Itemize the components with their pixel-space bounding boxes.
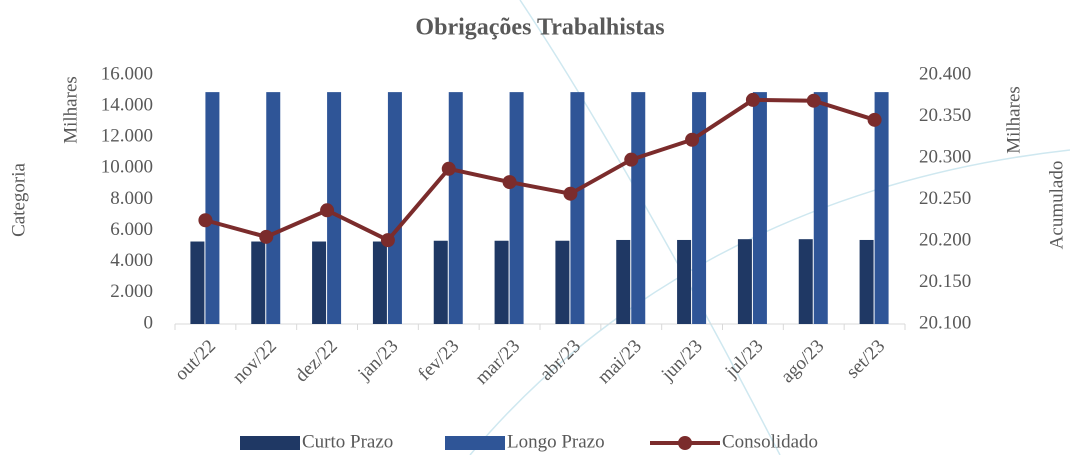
bar xyxy=(509,92,524,325)
line xyxy=(204,97,876,243)
y2-tick-label: 20.150 xyxy=(919,271,971,292)
legend-swatch xyxy=(678,436,692,450)
bar xyxy=(494,240,509,324)
line-marker xyxy=(259,229,274,244)
chart-title: Obrigações Trabalhistas xyxy=(415,15,664,41)
x-axis-label: Categoria xyxy=(8,163,29,237)
line-marker xyxy=(806,93,821,108)
x-tick-label: out/22 xyxy=(171,336,220,385)
legend-swatch xyxy=(240,436,300,450)
x-tick-label: jan/23 xyxy=(353,336,402,385)
x-tick-label: jul/23 xyxy=(721,336,768,383)
bar xyxy=(737,239,752,324)
line-marker xyxy=(320,203,335,218)
line-marker xyxy=(624,152,639,167)
x-tick-label: nov/22 xyxy=(229,336,281,388)
legend-label: Curto Prazo xyxy=(302,431,393,452)
y2-axis-label: Milhares xyxy=(1003,86,1024,154)
bar xyxy=(798,239,813,324)
y2-tick-label: 20.250 xyxy=(919,188,971,209)
line-marker xyxy=(685,132,700,147)
bar xyxy=(813,92,828,325)
bar xyxy=(677,239,692,324)
bar xyxy=(327,92,342,325)
bar xyxy=(874,92,889,325)
x-tick-label: jun/23 xyxy=(657,336,707,386)
decor-curve xyxy=(519,0,781,455)
line-marker xyxy=(198,213,213,228)
line-marker xyxy=(502,175,517,190)
bar xyxy=(631,92,646,325)
y2-tick-label: 20.400 xyxy=(919,63,971,84)
bar xyxy=(190,241,205,324)
bar xyxy=(387,92,402,325)
x-tick-label: abr/23 xyxy=(536,336,585,385)
bar xyxy=(555,240,570,324)
y2-tick-label: 20.200 xyxy=(919,229,971,250)
y-tick-label: 4.000 xyxy=(110,250,153,271)
legend-swatch xyxy=(445,436,505,450)
line-marker xyxy=(563,186,578,201)
y-tick-label: 8.000 xyxy=(110,188,153,209)
bar xyxy=(312,241,327,324)
bar xyxy=(859,239,874,324)
bar xyxy=(205,92,220,325)
y-tick-label: 16.000 xyxy=(101,63,153,84)
decor-curve xyxy=(469,149,1070,455)
bar xyxy=(752,92,767,325)
y2-tick-label: 20.300 xyxy=(919,146,971,167)
bar xyxy=(433,240,448,324)
legend-label: Longo Prazo xyxy=(507,431,605,452)
line-marker xyxy=(441,161,456,176)
x-tick-label: fev/23 xyxy=(414,336,463,385)
bar xyxy=(448,92,463,325)
x-tick-label: dez/22 xyxy=(291,336,342,387)
line-marker xyxy=(867,112,882,127)
x-tick-label: set/23 xyxy=(842,336,889,383)
bar xyxy=(266,92,281,325)
x-tick-label: mar/23 xyxy=(471,336,524,389)
bar xyxy=(372,241,387,324)
x-tick-label: mai/23 xyxy=(594,336,646,388)
y-tick-label: 10.000 xyxy=(101,157,153,178)
line-marker xyxy=(745,92,760,107)
y-axis-label: Milhares xyxy=(60,76,81,144)
x-tick-label: ago/23 xyxy=(777,336,828,387)
y-tick-label: 14.000 xyxy=(101,94,153,115)
bar xyxy=(251,241,266,324)
line-marker xyxy=(380,233,395,248)
y2-tick-label: 20.350 xyxy=(919,105,971,126)
y2-tick-label: 20.100 xyxy=(919,312,971,333)
bar xyxy=(692,92,707,325)
y2-axis-title: Acumulado xyxy=(1046,161,1067,250)
y-tick-label: 2.000 xyxy=(110,281,153,302)
bar xyxy=(570,92,585,325)
legend-label: Consolidado xyxy=(722,431,818,452)
y-tick-label: 0 xyxy=(144,312,154,333)
y-tick-label: 6.000 xyxy=(110,219,153,240)
bar xyxy=(616,239,631,324)
y-tick-label: 12.000 xyxy=(101,126,153,147)
